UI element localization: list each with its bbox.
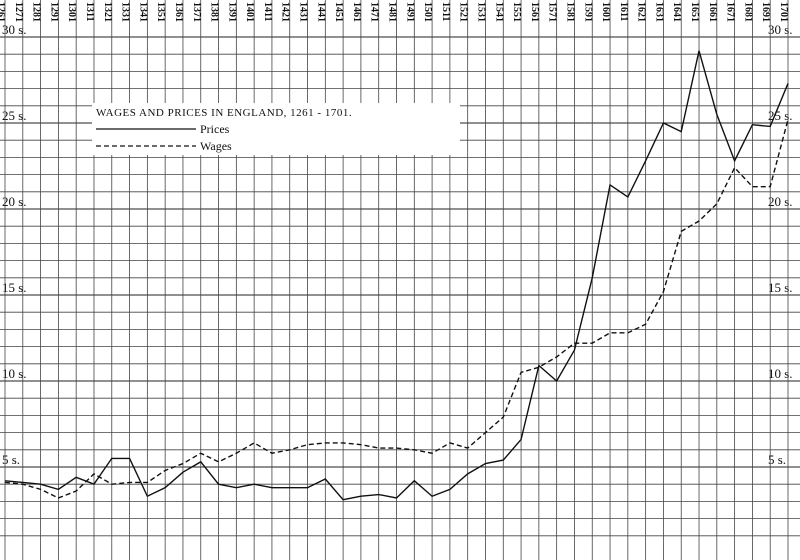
x-tick-label: 1371 xyxy=(191,2,202,22)
x-tick-label: 1481 xyxy=(387,2,398,22)
x-tick-label: 1661 xyxy=(707,2,718,22)
x-tick-label: 1611 xyxy=(618,2,629,21)
x-tick-label: 1281 xyxy=(31,2,42,22)
x-tick-label: 1421 xyxy=(280,2,291,22)
y-tick-label-right: 10 s. xyxy=(768,366,793,381)
y-tick-label-right: 25 s. xyxy=(768,108,793,123)
y-tick-label: 5 s. xyxy=(2,452,20,467)
x-tick-label: 1511 xyxy=(440,2,451,21)
x-tick-label: 1571 xyxy=(547,2,558,22)
x-tick-label: 1591 xyxy=(582,2,593,22)
x-tick-label: 1581 xyxy=(564,2,575,22)
x-tick-label: 1701 xyxy=(778,2,789,22)
x-tick-label: 1461 xyxy=(351,2,362,22)
x-tick-label: 1291 xyxy=(48,2,59,22)
x-tick-label: 1601 xyxy=(600,2,611,22)
x-tick-label: 1301 xyxy=(66,2,77,22)
x-tick-label: 1521 xyxy=(458,2,469,22)
series-line xyxy=(4,119,789,499)
x-tick-label: 1561 xyxy=(529,2,540,22)
x-tick-label: 1381 xyxy=(209,2,220,22)
x-tick-label: 1671 xyxy=(725,2,736,22)
x-tick-label: 1311 xyxy=(84,2,95,21)
y-tick-label: 25 s. xyxy=(2,108,27,123)
x-tick-label: 1431 xyxy=(298,2,309,22)
legend-label: Prices xyxy=(200,122,230,136)
x-tick-label: 1551 xyxy=(511,2,522,22)
y-tick-label: 10 s. xyxy=(2,366,27,381)
legend-label: Wages xyxy=(200,139,232,153)
x-tick-label: 1271 xyxy=(13,2,24,22)
legend: Prices Wages xyxy=(96,122,232,153)
y-tick-label-right: 30 s. xyxy=(768,22,793,37)
y-tick-label-right: 20 s. xyxy=(768,194,793,209)
x-tick-label: 1471 xyxy=(369,2,380,22)
x-tick-label: 1331 xyxy=(120,2,131,22)
x-tick-label: 1401 xyxy=(244,2,255,22)
x-tick-label: 1441 xyxy=(315,2,326,22)
x-tick-label: 1541 xyxy=(493,2,504,22)
x-tick-label: 1411 xyxy=(262,2,273,21)
y-tick-label: 15 s. xyxy=(2,280,27,295)
x-tick-label: 1451 xyxy=(333,2,344,22)
y-tick-label: 30 s. xyxy=(2,22,27,37)
series-line xyxy=(4,50,789,501)
x-tick-label: 1351 xyxy=(155,2,166,22)
x-tick-label: 1621 xyxy=(636,2,647,22)
x-tick-label: 1501 xyxy=(422,2,433,22)
x-tick-label: 1531 xyxy=(475,2,486,22)
x-tick-label: 1341 xyxy=(137,2,148,22)
x-tick-label: 1391 xyxy=(226,2,237,22)
y-tick-label-right: 5 s. xyxy=(768,452,786,467)
chart-title: WAGES AND PRICES IN ENGLAND, 1261 - 1701… xyxy=(96,107,352,119)
y-tick-label: 20 s. xyxy=(2,194,27,209)
x-tick-label: 1491 xyxy=(404,2,415,22)
lines xyxy=(4,50,789,501)
x-tick-label: 1691 xyxy=(760,2,771,22)
x-tick-label: 1321 xyxy=(102,2,113,22)
x-tick-label: 1651 xyxy=(689,2,700,22)
y-tick-label-right: 15 s. xyxy=(768,280,793,295)
x-tick-label: 1361 xyxy=(173,2,184,22)
x-tick-label: 1261 xyxy=(0,2,6,22)
x-tick-label: 1641 xyxy=(671,2,682,22)
x-tick-label: 1681 xyxy=(742,2,753,22)
x-tick-label: 1631 xyxy=(653,2,664,22)
